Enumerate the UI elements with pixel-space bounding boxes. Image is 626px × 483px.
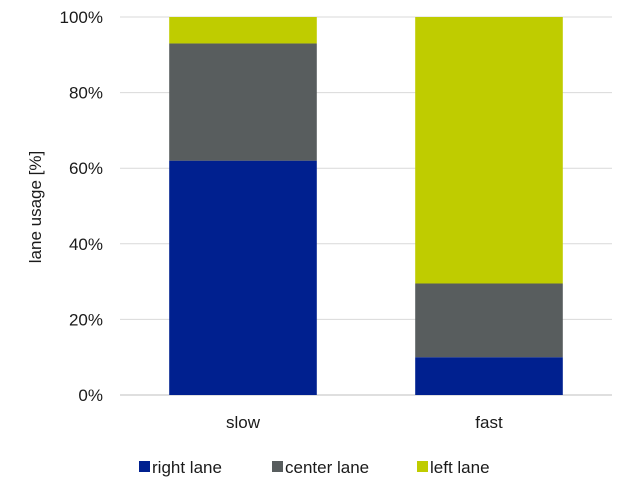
bar-fast-right-lane [415, 357, 563, 395]
legend: right lane center lane left lane [139, 458, 490, 477]
y-tick-label: 60% [69, 159, 103, 178]
x-axis-ticks: slow fast [226, 413, 503, 432]
bar-slow-center-lane [169, 43, 317, 161]
y-tick-label: 0% [78, 386, 103, 405]
x-tick-label: slow [226, 413, 261, 432]
legend-label-left-lane: left lane [430, 458, 490, 477]
y-axis-ticks: 0% 20% 40% 60% 80% 100% [60, 8, 103, 405]
bar-slow-left-lane [169, 17, 317, 44]
y-axis-title: lane usage [%] [26, 151, 45, 263]
bar-fast-left-lane [415, 17, 563, 284]
y-tick-label: 20% [69, 310, 103, 329]
legend-swatch-center-lane [272, 461, 283, 472]
legend-label-center-lane: center lane [285, 458, 369, 477]
y-tick-label: 80% [69, 84, 103, 103]
legend-label-right-lane: right lane [152, 458, 222, 477]
y-tick-label: 40% [69, 235, 103, 254]
legend-swatch-left-lane [417, 461, 428, 472]
y-tick-label: 100% [60, 8, 103, 27]
x-tick-label: fast [475, 413, 503, 432]
legend-swatch-right-lane [139, 461, 150, 472]
bar-slow-right-lane [169, 160, 317, 395]
bar-fast-center-lane [415, 283, 563, 358]
bars [169, 17, 563, 395]
